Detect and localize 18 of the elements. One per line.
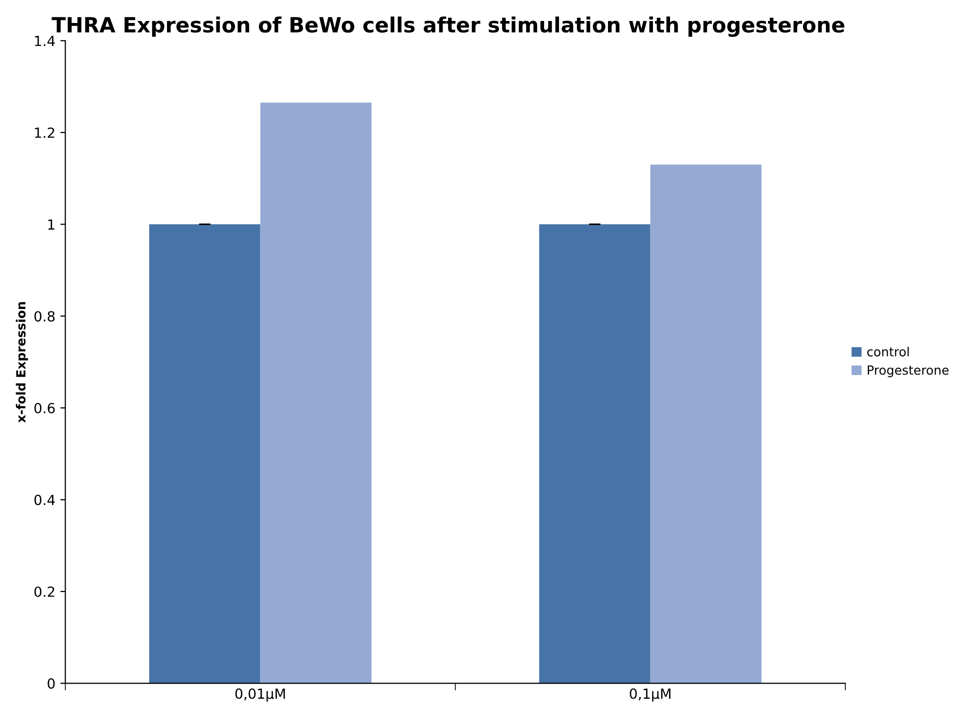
chart-title: THRA Expression of BeWo cells after stimulation with progesterone <box>52 16 844 37</box>
x-tick-label: 0,01µM <box>235 688 285 702</box>
bar <box>650 164 762 684</box>
legend-label: control <box>867 346 909 356</box>
y-tick-label: 0.4 <box>34 494 55 506</box>
y-tick-label: 0.2 <box>34 586 54 597</box>
x-tick-label: 0,1µM <box>630 688 670 702</box>
y-tick-label: 1.2 <box>35 127 54 138</box>
legend-label: Progesterone <box>868 366 949 378</box>
y-tick-label: 1 <box>48 219 54 230</box>
y-tick-label: 1.4 <box>35 36 55 46</box>
bar <box>149 224 260 684</box>
bar <box>260 102 372 684</box>
y-tick-label: 0.6 <box>34 402 55 414</box>
y-tick-label: 0 <box>48 678 55 689</box>
bar <box>539 224 650 684</box>
y-tick-label: 0.8 <box>34 311 55 322</box>
y-axis-title: x-fold Expression <box>16 302 28 423</box>
